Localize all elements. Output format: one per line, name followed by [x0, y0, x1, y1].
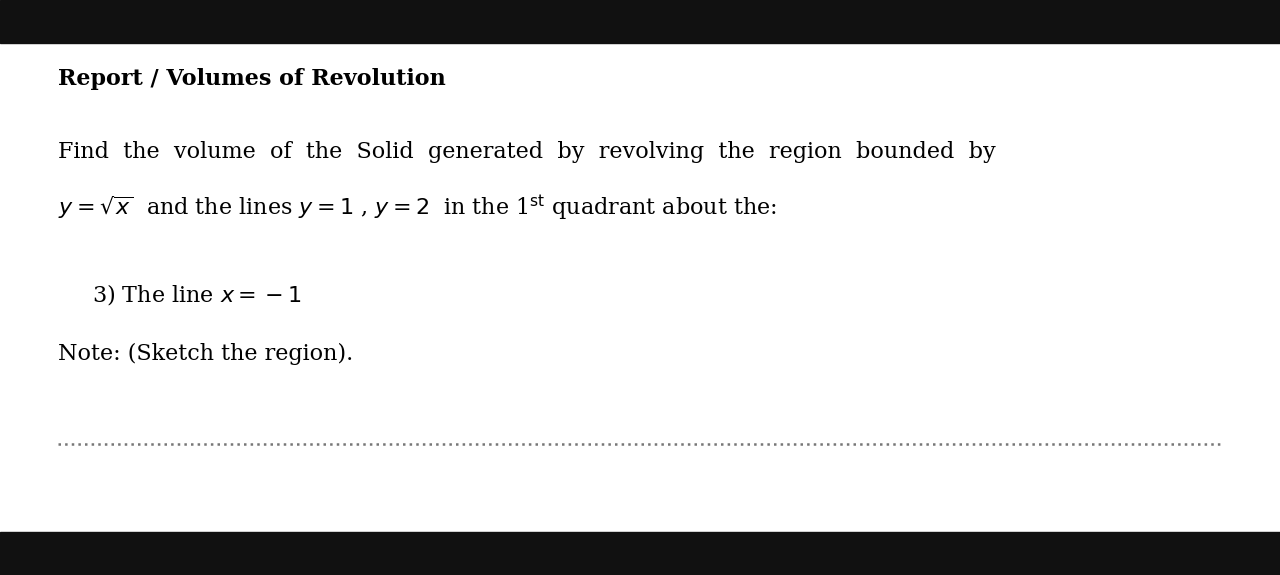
Text: Find  the  volume  of  the  Solid  generated  by  revolving  the  region  bounde: Find the volume of the Solid generated b… [58, 141, 996, 163]
Text: Note: (Sketch the region).: Note: (Sketch the region). [58, 343, 353, 365]
Text: 3) The line $x = -1$: 3) The line $x = -1$ [92, 282, 302, 307]
Text: $y = \sqrt{x}$  and the lines $y = 1$ , $y = 2$  in the 1$^{\mathrm{st}}$ quadra: $y = \sqrt{x}$ and the lines $y = 1$ , $… [58, 193, 777, 223]
Bar [0, 0, 1280, 43]
Bar [0, 532, 1280, 575]
Text: Report / Volumes of Revolution: Report / Volumes of Revolution [58, 68, 445, 90]
